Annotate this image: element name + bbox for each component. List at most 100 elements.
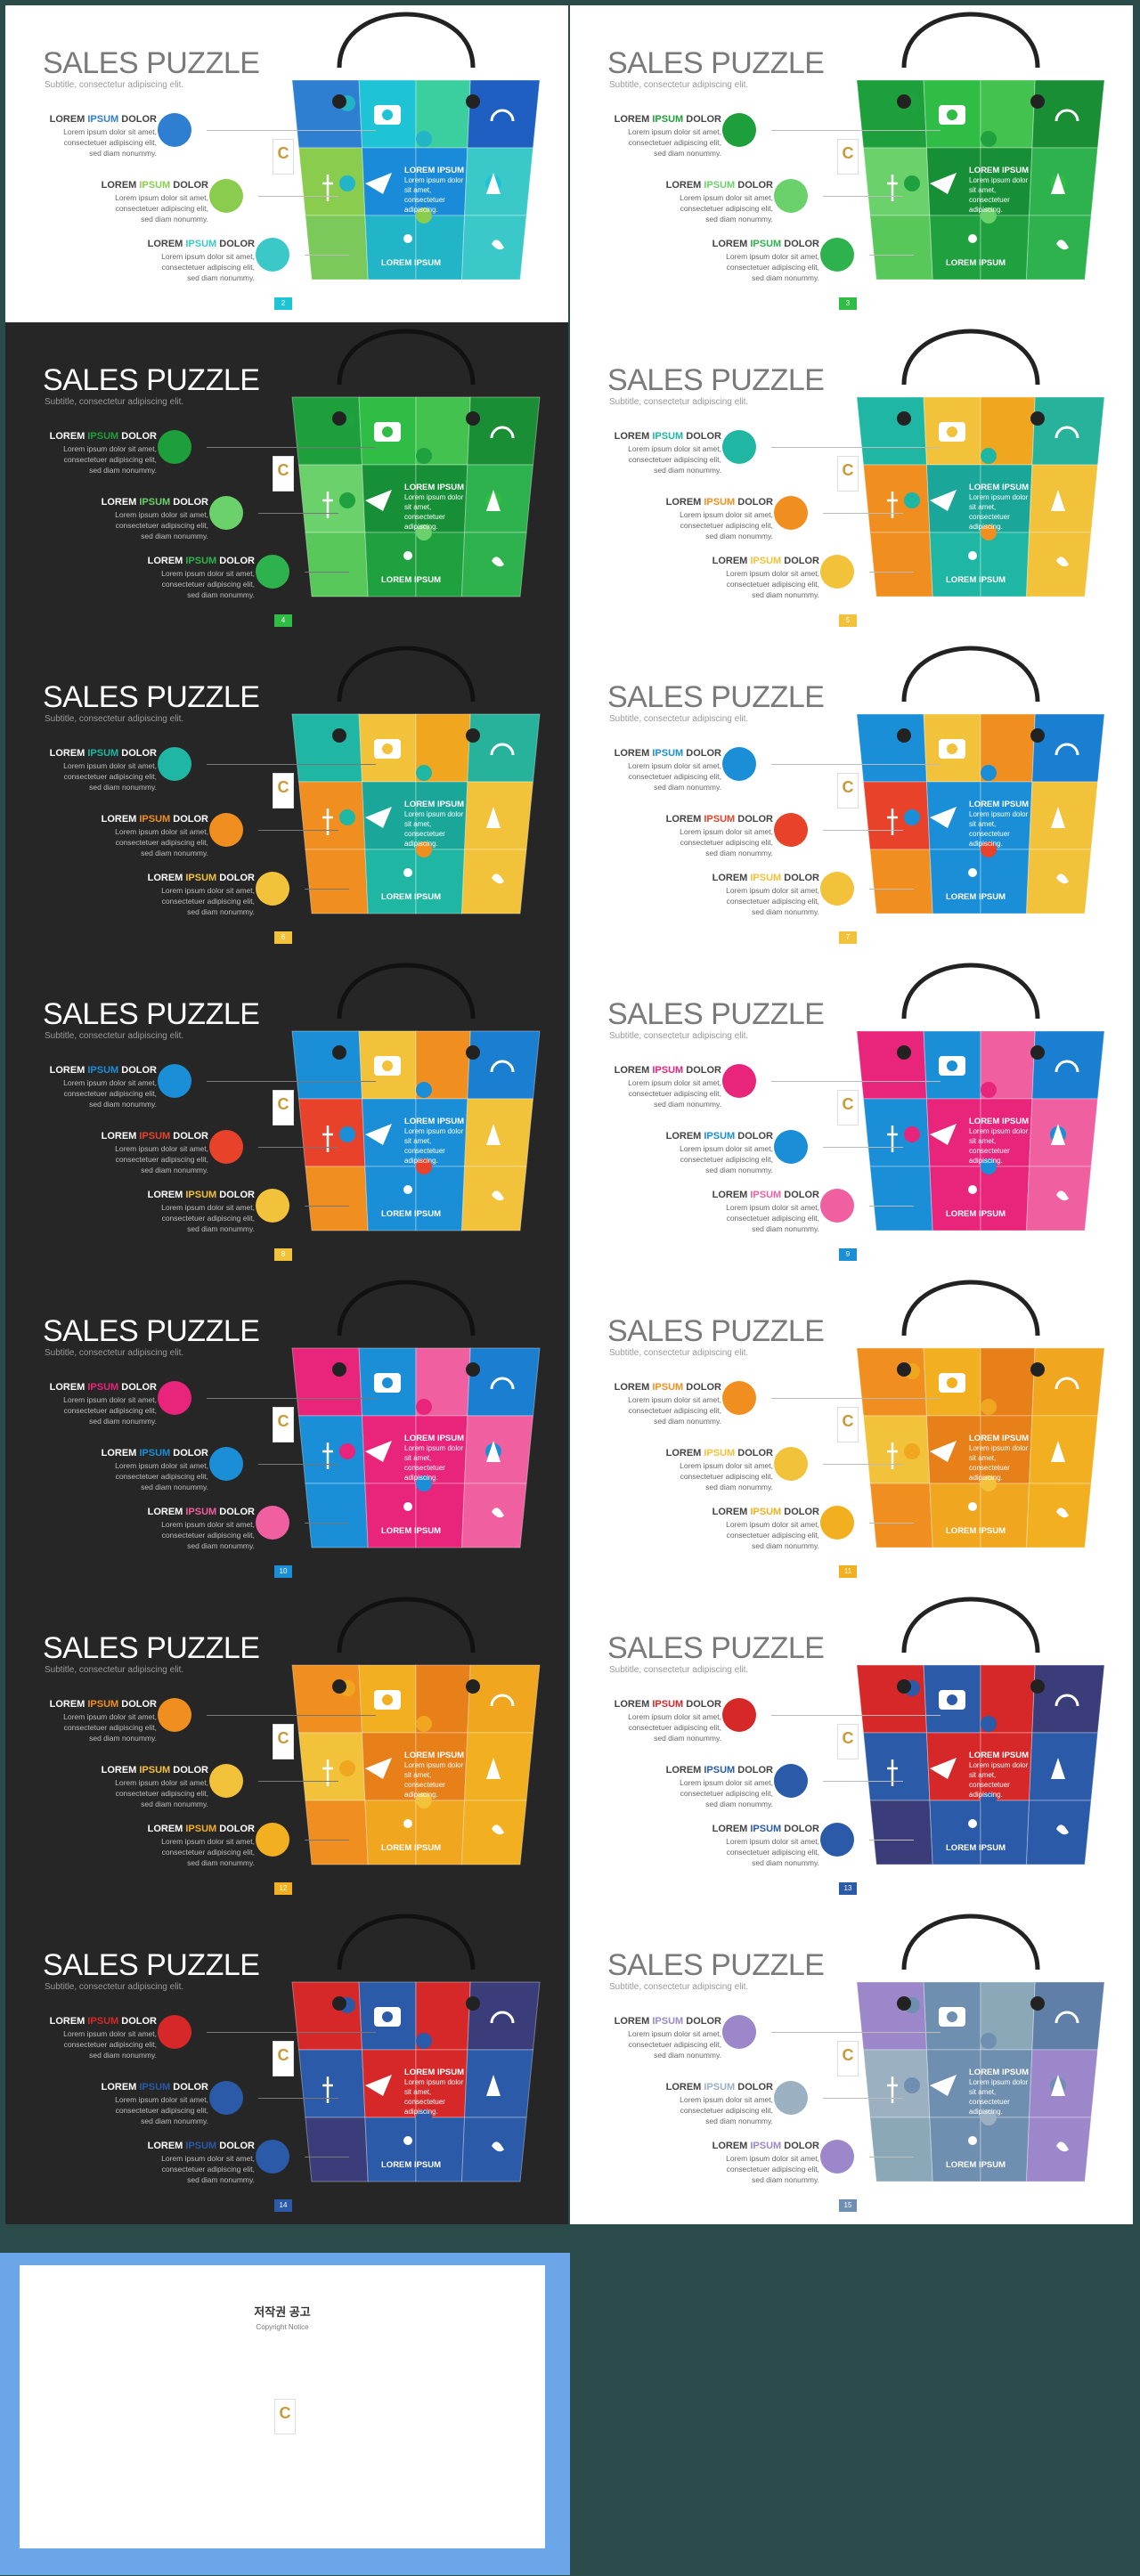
info-row-body-line: consectetuer adipiscing elit, [63,2040,157,2049]
leader-line [823,830,903,831]
info-row-accent: IPSUM [185,1824,217,1834]
center-body-line: sit amet, [404,503,432,511]
info-row-accent: IPSUM [185,1190,217,1200]
info-row-prefix: LOREM [49,1382,88,1393]
paper-plane-icon [930,173,957,194]
info-row-body: Lorem ipsum dolor sit amet, consectetuer … [94,2094,208,2126]
info-row-accent: IPSUM [652,114,684,125]
bag-handle [901,963,1040,1020]
headphones-icon [1054,426,1079,439]
center-text: LOREM IPSUM Lorem ipsum dolor sit amet, con… [969,1434,1049,1483]
info-row-body-line: sed diam nonummy. [752,1541,819,1550]
handle-rivet [332,728,346,743]
leader-line [869,1523,914,1524]
info-row-head: LOREM IPSUM DOLOR [704,873,819,883]
center-text: LOREM IPSUM Lorem ipsum dolor sit amet, con… [404,800,484,849]
info-row: LOREM IPSUM DOLOR Lorem ipsum dolor sit a… [659,180,773,224]
info-row: LOREM IPSUM DOLOR Lorem ipsum dolor sit a… [659,497,773,541]
info-row-accent: IPSUM [87,1382,119,1393]
info-row-accent: IPSUM [185,2141,217,2151]
info-row-head: LOREM IPSUM DOLOR [94,497,208,508]
info-row-icon-circle [209,1764,243,1798]
puzzle-bag [856,646,1105,914]
puzzle-piece [980,215,1030,280]
info-row-icon-circle [722,113,756,147]
camera-lens [947,110,957,120]
people-icon [403,1819,412,1828]
rocket-icon [486,1124,501,1145]
info-row-body: Lorem ipsum dolor sit amet, consectetuer … [704,1519,819,1551]
info-row-suffix: DOLOR [781,1190,819,1200]
paper-plane-icon [930,2075,957,2096]
info-row-prefix: LOREM [147,1824,186,1834]
info-row-body-line: consectetuer adipiscing elit, [63,1723,157,1732]
info-row-head: LOREM IPSUM DOLOR [704,1190,819,1200]
slide-title: SALES PUZZLE [607,363,825,397]
info-row-body-line: sed diam nonummy. [187,590,255,599]
info-row-body-line: sed diam nonummy. [187,907,255,916]
puzzle-piece [869,849,933,914]
info-row-body: Lorem ipsum dolor sit amet, consectetuer … [609,443,721,475]
slide-title: SALES PUZZLE [607,680,825,714]
puzzle-knob [416,765,432,781]
bag-handle [901,1597,1040,1654]
info-row-prefix: LOREM [665,497,704,508]
info-row-head: LOREM IPSUM DOLOR [659,2082,773,2092]
info-row-suffix: DOLOR [735,1448,773,1459]
info-row-head: LOREM IPSUM DOLOR [704,2141,819,2151]
info-row-icon-circle [158,2015,191,2049]
info-row-body-line: sed diam nonummy. [654,149,721,158]
info-row-head: LOREM IPSUM DOLOR [94,1131,208,1142]
info-row-icon-circle [256,1823,289,1857]
puzzle-knob [416,1716,432,1732]
copyright-slide: 저작권 공고 Copyright Notice C [0,2253,570,2575]
headphones-icon [490,2011,515,2024]
info-row-body-line: sed diam nonummy. [654,466,721,475]
puzzle-piece [869,2117,933,2182]
center-text: LOREM IPSUM Lorem ipsum dolor sit amet, con… [969,800,1049,849]
info-row-body-line: consectetuer adipiscing elit, [628,455,721,464]
center-text: LOREM IPSUM Lorem ipsum dolor sit amet, con… [969,483,1049,532]
info-row-body-line: consectetuer adipiscing elit, [628,138,721,147]
puzzle-knob [981,2109,997,2125]
info-row-body-line: consectetuer adipiscing elit, [63,772,157,781]
info-row-body: Lorem ipsum dolor sit amet, consectetuer … [659,2094,773,2126]
info-row-body-line: sed diam nonummy. [141,1800,208,1808]
center-body-line: consectetuer [969,1781,1010,1789]
info-row-accent: IPSUM [704,1765,736,1776]
puzzle-piece [415,1800,466,1865]
slide-8: SALES PUZZLE Subtitle, consectetur adipis… [5,956,568,1273]
info-row-accent: IPSUM [652,1065,684,1076]
info-row-prefix: LOREM [49,431,88,442]
info-row-body-line: Lorem ipsum dolor sit amet, [115,1461,208,1470]
info-row-head: LOREM IPSUM DOLOR [659,814,773,825]
handle-rivet [1030,1362,1045,1377]
info-row-body-line: Lorem ipsum dolor sit amet, [726,2154,819,2163]
center-text: LOREM IPSUM Lorem ipsum dolor sit amet, con… [969,1751,1049,1800]
info-row-prefix: LOREM [147,1190,186,1200]
info-row-head: LOREM IPSUM DOLOR [609,114,721,125]
info-row-accent: IPSUM [704,814,736,825]
page-number: 8 [274,1248,292,1261]
copyright-logo: C [274,2399,296,2434]
puzzle-knob [981,1716,997,1732]
info-row-suffix: DOLOR [170,814,208,825]
center-body-line: adipiscing. [404,2108,438,2116]
info-row-head: LOREM IPSUM DOLOR [45,748,157,759]
info-row-suffix: DOLOR [170,2082,208,2092]
info-row-accent: IPSUM [87,1699,119,1710]
info-row-icon-circle [158,1064,191,1098]
leader-line [207,130,376,131]
info-row-body-line: sed diam nonummy. [705,1166,773,1174]
puzzle-knob [904,1443,920,1459]
bag-handle [337,1914,476,1971]
center-title: LOREM IPSUM [404,800,465,809]
slide-title: SALES PUZZLE [43,46,260,80]
info-row-accent: IPSUM [750,1507,782,1517]
info-row-body: Lorem ipsum dolor sit amet, consectetuer … [609,760,721,792]
phone-icon [492,557,504,567]
info-row-body-line: consectetuer adipiscing elit, [628,1089,721,1098]
info-row-body-line: sed diam nonummy. [187,1224,255,1233]
info-row-head: LOREM IPSUM DOLOR [45,1065,157,1076]
info-row-suffix: DOLOR [170,1131,208,1142]
